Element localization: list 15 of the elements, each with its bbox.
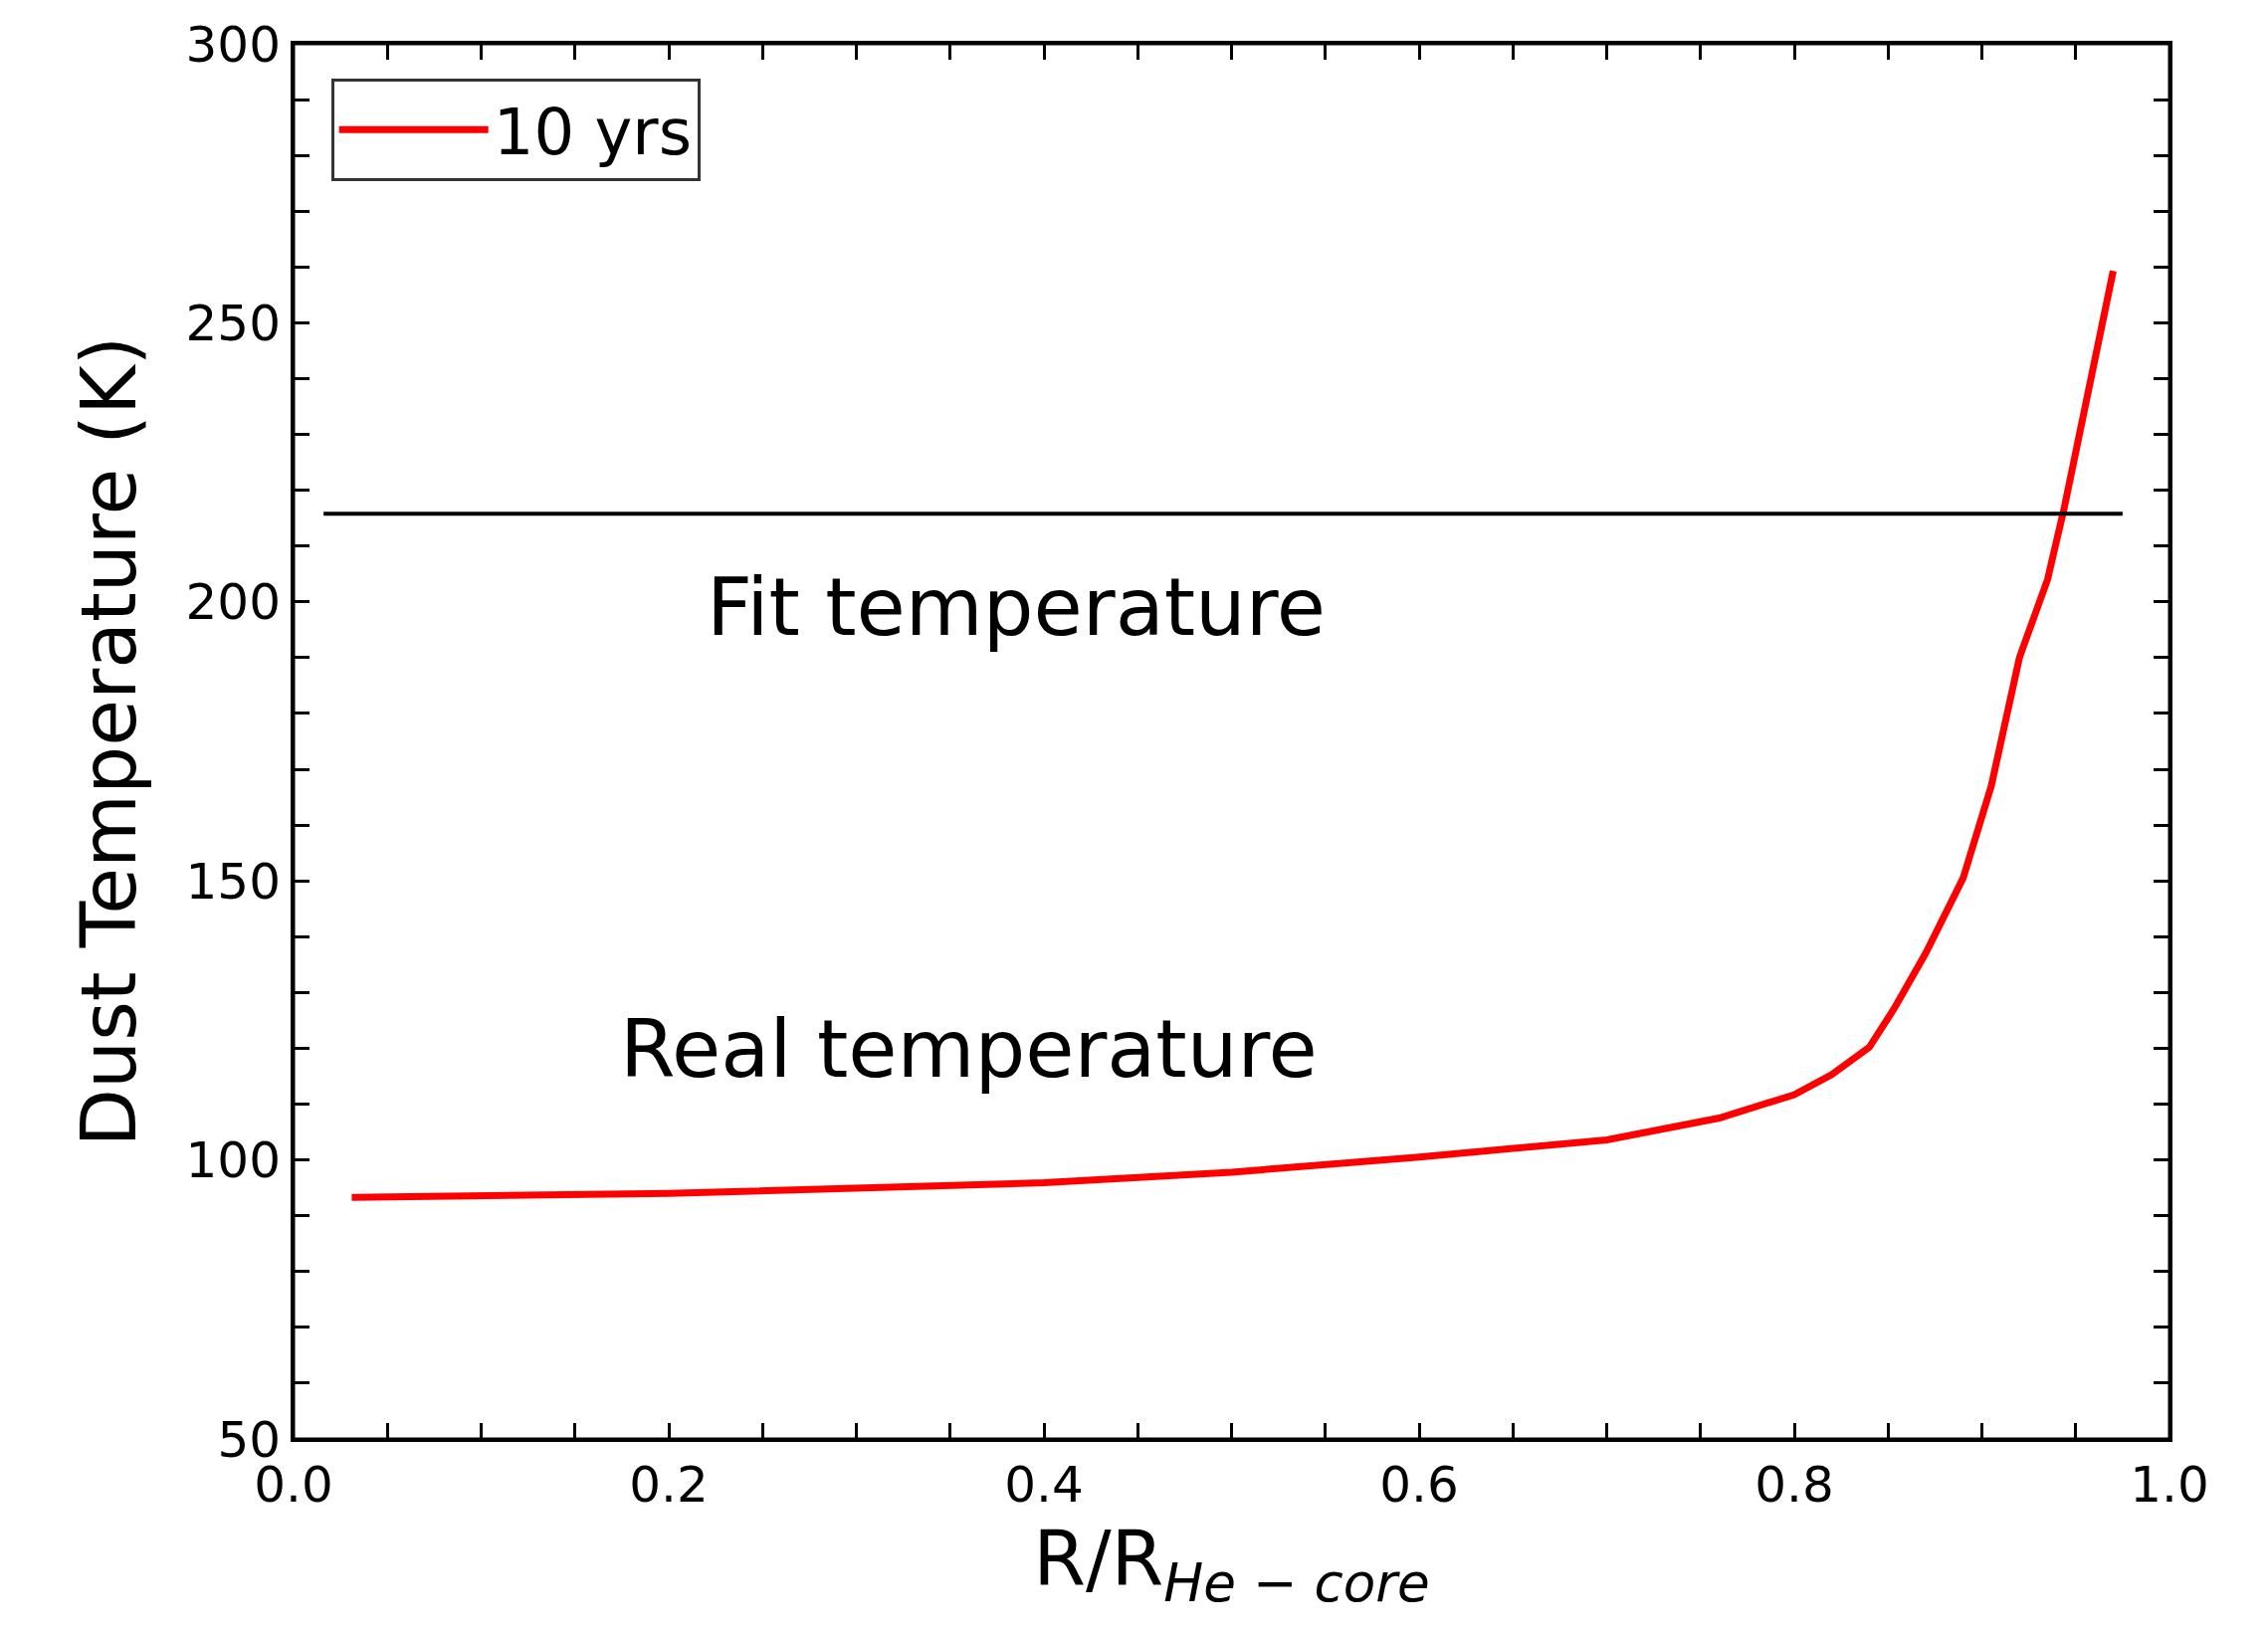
annotation: Fit temperature — [707, 561, 1327, 654]
y-tick-label: 150 — [185, 852, 281, 911]
x-tick-label: 0.8 — [1754, 1456, 1834, 1514]
y-tick-label: 200 — [185, 573, 281, 632]
x-tick-label: 1.0 — [2130, 1456, 2209, 1514]
x-axis-title: R/R$_{He − core}$ — [1033, 1514, 1430, 1614]
legend-label: 10 yrs — [493, 96, 693, 170]
y-tick-label: 300 — [185, 15, 281, 74]
x-tick-label: 0.2 — [629, 1456, 709, 1514]
y-axis-title: Dust Temperature (K) — [65, 335, 154, 1147]
x-tick-label: 0.4 — [1004, 1456, 1084, 1514]
annotation: Real temperature — [620, 1003, 1318, 1096]
x-tick-label: 0.6 — [1379, 1456, 1459, 1514]
y-tick-label: 250 — [185, 294, 281, 352]
y-tick-label: 100 — [185, 1131, 281, 1190]
